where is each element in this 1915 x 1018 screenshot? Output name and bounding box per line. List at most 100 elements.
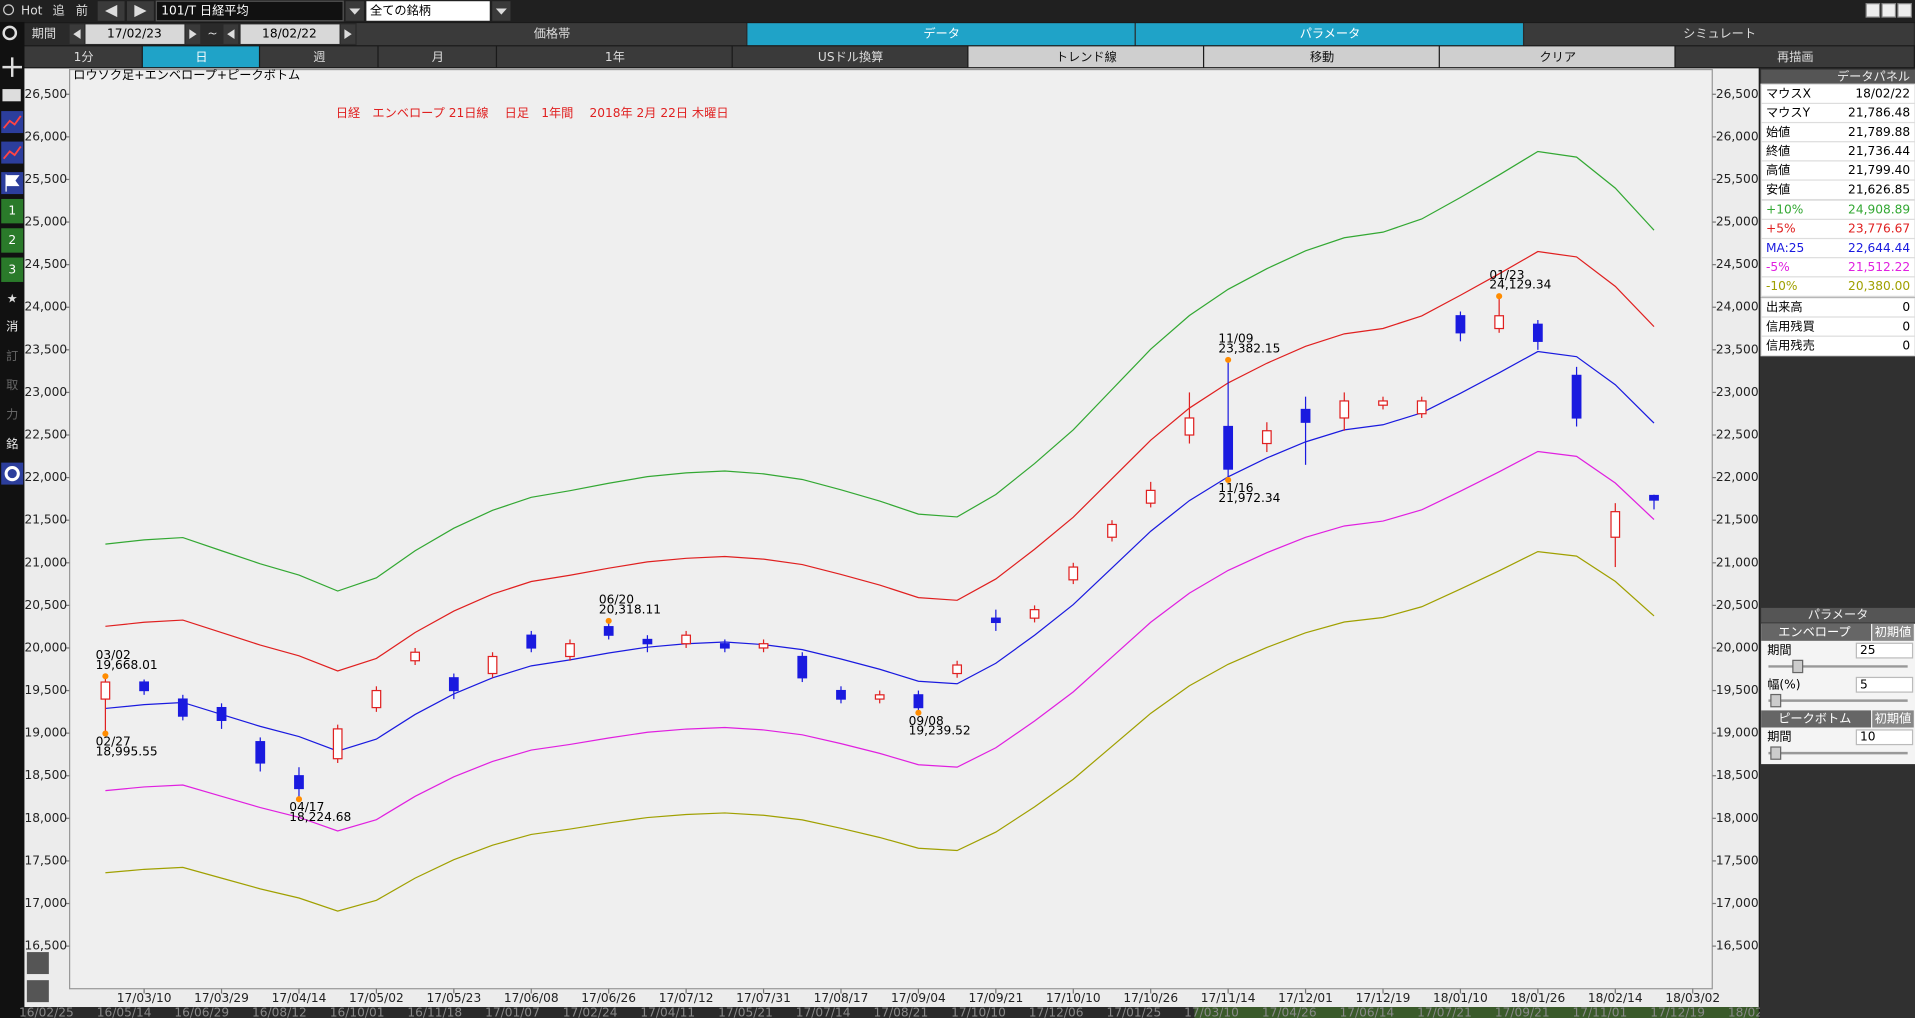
mode-label[interactable]: クリア [1539, 50, 1576, 64]
symbol-field[interactable] [155, 0, 344, 22]
tab-label[interactable]: 価格帯 [534, 26, 571, 41]
date-field[interactable] [240, 24, 340, 44]
mode-label[interactable]: 週 [313, 50, 325, 64]
slider-handle[interactable] [1792, 659, 1804, 674]
scroll-thumb[interactable] [1194, 1007, 1759, 1018]
y-tick-label: 18,500 [25, 768, 68, 782]
mode-button[interactable] [260, 46, 378, 68]
x-tick-label: 17/07/12 [659, 991, 714, 1005]
param-input[interactable] [1855, 642, 1914, 659]
mode-button[interactable] [497, 46, 732, 68]
star-icon: ★ [7, 292, 18, 306]
x-tick-label: 17/12/01 [1278, 991, 1333, 1005]
chart-icon-line [2, 115, 22, 129]
mode-label[interactable]: 日 [195, 50, 207, 64]
number-button[interactable] [1, 228, 24, 253]
y-tick-label: 23,500 [1716, 342, 1759, 356]
sidebar-chart-icon[interactable] [26, 952, 49, 975]
scroll-date: 17/06/14 [1339, 1006, 1394, 1018]
reset-button[interactable] [1872, 710, 1914, 728]
tab[interactable] [747, 23, 1135, 46]
mode-button[interactable] [1675, 46, 1914, 68]
sidebar-button[interactable]: 訂 [6, 348, 18, 363]
x-tick-label: 17/05/23 [426, 991, 481, 1005]
y-tick-label: 26,500 [1716, 87, 1759, 101]
date-field[interactable] [85, 24, 185, 44]
scroll-date: 17/10/10 [951, 1006, 1006, 1018]
section-header [1761, 710, 1872, 728]
settings-icon[interactable] [1, 462, 24, 485]
candle-body [216, 706, 227, 721]
mode-button[interactable] [1439, 46, 1675, 68]
toolbar-button[interactable]: Hot [21, 3, 43, 17]
x-tick-label: 17/09/04 [891, 991, 946, 1005]
mode-button[interactable] [732, 46, 968, 68]
envelope-value: 23,776.67 [1848, 222, 1910, 236]
reset-button[interactable] [1872, 623, 1914, 641]
mode-button[interactable] [24, 46, 142, 68]
y-tick-label: 18,000 [1716, 811, 1759, 825]
param-value: 5 [1860, 677, 1868, 691]
param-input[interactable] [1855, 676, 1914, 693]
tab-label[interactable]: シミュレート [1683, 27, 1756, 41]
mode-label[interactable]: 1分 [74, 50, 94, 64]
count-label: 信用残買 [1766, 319, 1815, 333]
number-button[interactable] [1, 198, 24, 224]
reset-label[interactable]: 初期値 [1875, 710, 1912, 725]
y-tick-label: 20,000 [1716, 640, 1759, 654]
mode-label[interactable]: 月 [432, 50, 444, 64]
sidebar-button[interactable]: 銘 [6, 436, 18, 451]
toolbar-button[interactable]: 前 [76, 2, 88, 17]
mode-label[interactable]: トレンド線 [1056, 49, 1117, 64]
candle-body [1145, 489, 1156, 504]
toolbar-button[interactable]: 追 [53, 2, 65, 17]
candle-body [874, 694, 885, 700]
y-tick-label: 17,500 [25, 853, 68, 867]
chart-icon-line [2, 145, 22, 160]
mode-label[interactable]: 移動 [1310, 50, 1334, 64]
number-button[interactable] [1, 257, 24, 282]
sidebar-button[interactable]: 3 [8, 262, 16, 276]
next-arrow [344, 29, 352, 40]
envelope-label: MA:25 [1766, 241, 1804, 255]
y-tick-label: 18,500 [1716, 768, 1759, 782]
mode-label[interactable]: 再描画 [1777, 50, 1814, 64]
sidebar-button[interactable]: 取 [6, 378, 18, 392]
sidebar-chart-icon[interactable] [26, 980, 49, 1003]
y-tick-label: 19,000 [1716, 726, 1759, 740]
envelope-line [105, 450, 1655, 832]
sidebar-button[interactable]: 2 [8, 233, 16, 247]
sidebar-button[interactable]: 消 [6, 320, 18, 334]
y-tick-label: 17,000 [25, 896, 68, 910]
chart-subtitle: ロウソク足+エンベロープ+ピークボトム [73, 68, 300, 82]
quote-value: 21,626.85 [1848, 182, 1910, 196]
window-button[interactable] [1865, 3, 1881, 18]
x-tick-label: 17/09/21 [968, 991, 1023, 1005]
window-button[interactable] [1897, 3, 1912, 18]
x-tick-label: 18/01/26 [1510, 991, 1565, 1005]
peak-value: 19,668.01 [96, 658, 158, 672]
sidebar-button[interactable]: 力 [6, 408, 18, 422]
universe-field[interactable] [366, 1, 490, 21]
mode-button[interactable] [1204, 46, 1439, 68]
mode-button[interactable] [968, 46, 1203, 68]
mode-button[interactable] [142, 46, 259, 68]
quote-value: 18/02/22 [1855, 86, 1910, 100]
param-input[interactable] [1855, 729, 1914, 746]
reset-label[interactable]: 初期値 [1875, 624, 1912, 639]
camera-icon[interactable] [2, 89, 21, 102]
tab[interactable] [1135, 23, 1523, 46]
mode-label[interactable]: USドル換算 [818, 49, 883, 64]
sidebar-button[interactable]: 1 [8, 204, 16, 218]
tab-label[interactable]: パラメータ [1300, 27, 1361, 41]
slider-handle[interactable] [1770, 746, 1782, 760]
mode-label[interactable]: 1年 [605, 50, 625, 64]
tab[interactable] [356, 23, 747, 46]
tab-label[interactable]: データ [923, 26, 960, 41]
peak-value: 19,239.52 [909, 724, 971, 738]
tab[interactable] [1524, 23, 1914, 46]
slider-handle[interactable] [1770, 693, 1782, 708]
window-button[interactable] [1881, 3, 1897, 18]
y-tick-label: 19,500 [1716, 683, 1759, 697]
mode-button[interactable] [378, 46, 496, 68]
